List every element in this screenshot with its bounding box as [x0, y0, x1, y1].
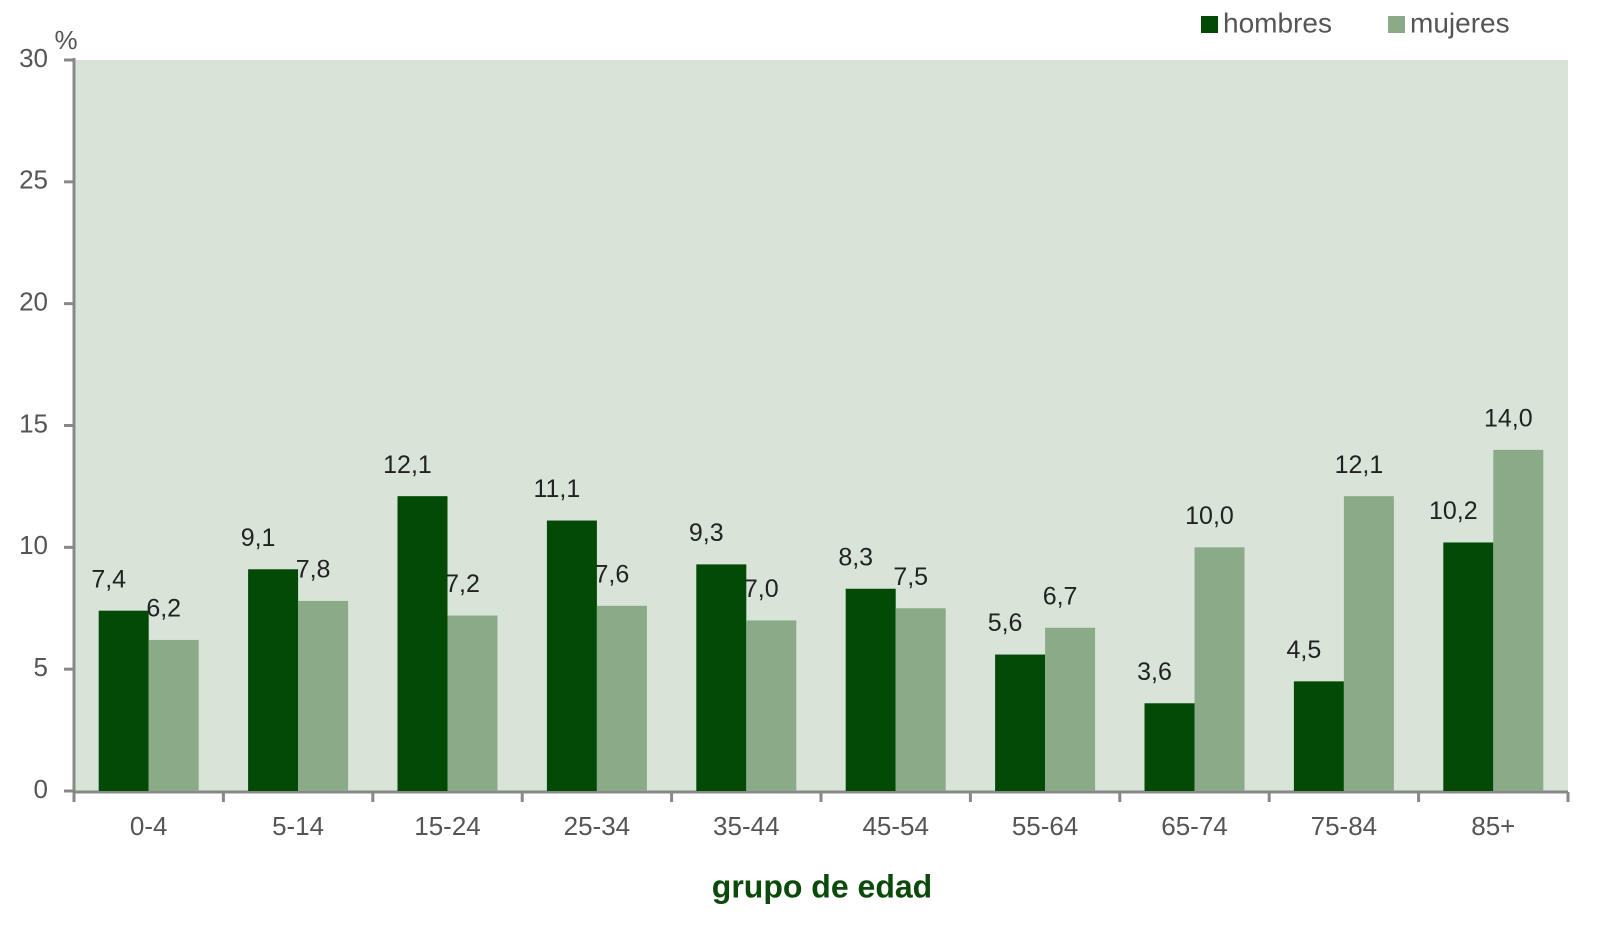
bar — [298, 600, 349, 791]
value-label: 3,6 — [1137, 658, 1172, 686]
value-label: 5,6 — [988, 609, 1023, 637]
value-label: 12,1 — [383, 451, 432, 479]
value-label: 11,1 — [533, 475, 580, 503]
value-label: 7,0 — [744, 575, 779, 603]
bar — [596, 605, 647, 791]
y-tick-label: 25 — [19, 165, 48, 195]
bar — [1144, 703, 1195, 791]
legend-label: mujeres — [1410, 7, 1510, 38]
x-tick-label: 25-34 — [564, 811, 631, 841]
x-tick-label: 55-64 — [1012, 811, 1079, 841]
bar — [995, 654, 1046, 791]
value-label: 9,3 — [689, 519, 724, 547]
y-tick-label: 15 — [19, 408, 48, 438]
bar — [248, 569, 299, 791]
x-tick-label: 85+ — [1471, 811, 1515, 841]
y-tick-label: 10 — [19, 530, 48, 560]
x-tick-label: 65-74 — [1161, 811, 1228, 841]
x-axis-label: grupo de edad — [712, 868, 932, 904]
x-tick-label: 45-54 — [862, 811, 929, 841]
x-tick-label: 0-4 — [130, 811, 168, 841]
value-label: 10,0 — [1185, 502, 1234, 530]
x-tick-label: 15-24 — [414, 811, 481, 841]
bar — [148, 639, 199, 791]
bar — [746, 620, 797, 791]
value-label: 7,8 — [296, 556, 331, 584]
bar — [895, 608, 946, 791]
bar — [397, 496, 448, 791]
x-tick-label: 5-14 — [272, 811, 324, 841]
value-label: 7,6 — [595, 560, 630, 588]
bar — [546, 520, 597, 791]
legend-label: hombres — [1223, 7, 1332, 38]
bar — [98, 610, 149, 791]
value-label: 4,5 — [1287, 636, 1322, 664]
x-tick-label: 35-44 — [713, 811, 780, 841]
value-label: 6,2 — [146, 595, 181, 623]
value-label: 9,1 — [241, 524, 276, 552]
bar — [1045, 627, 1096, 791]
value-label: 6,7 — [1043, 582, 1078, 610]
legend-swatch — [1201, 16, 1218, 33]
bar — [1194, 547, 1245, 791]
y-tick-label: 20 — [19, 287, 48, 317]
y-axis-label: % — [54, 25, 77, 55]
value-label: 12,1 — [1335, 451, 1384, 479]
bar — [696, 564, 747, 791]
y-tick-label: 30 — [19, 43, 48, 73]
bar — [1493, 449, 1544, 791]
value-label: 7,4 — [91, 565, 126, 593]
bar — [1343, 496, 1394, 791]
y-tick-label: 5 — [34, 652, 48, 682]
bar — [1443, 542, 1494, 791]
value-label: 8,3 — [838, 543, 873, 571]
bar — [1293, 681, 1344, 791]
bar — [845, 588, 896, 791]
value-label: 10,2 — [1429, 497, 1478, 525]
x-tick-label: 75-84 — [1311, 811, 1378, 841]
legend-swatch — [1388, 16, 1405, 33]
value-label: 14,0 — [1484, 404, 1533, 432]
value-label: 7,2 — [445, 570, 480, 598]
bar — [447, 615, 498, 791]
y-tick-label: 0 — [34, 774, 48, 804]
value-label: 7,5 — [893, 563, 928, 591]
